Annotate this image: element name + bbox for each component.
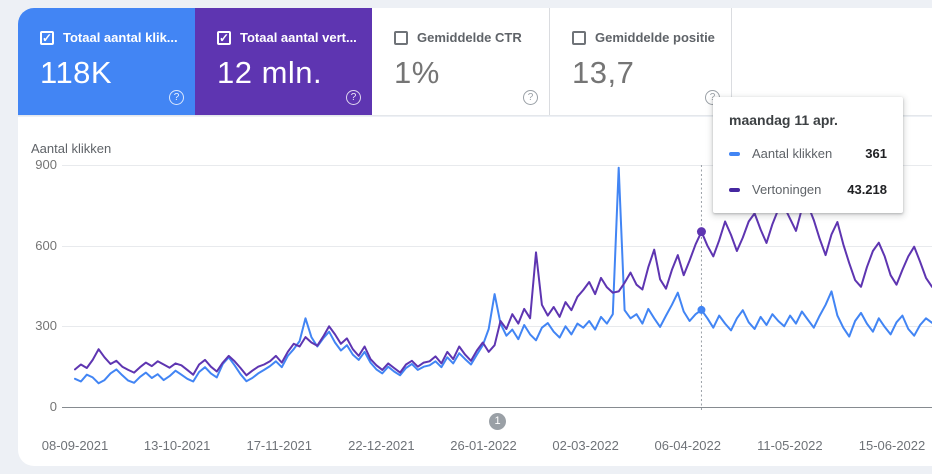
x-axis-label: 08-09-2021 <box>41 438 109 453</box>
help-icon[interactable]: ? <box>523 90 538 105</box>
card-average-position[interactable]: Gemiddelde positie 13,7 ? <box>549 8 732 115</box>
card-total-clicks[interactable]: Totaal aantal klik... 118K ? <box>18 8 195 115</box>
y-axis-label: 0 <box>49 399 57 414</box>
x-axis-label: 15-06-2022 <box>858 438 926 453</box>
gridline-300 <box>62 326 932 328</box>
tooltip-value: 361 <box>865 146 887 161</box>
clicks-legend-dash-icon <box>729 151 740 156</box>
x-axis-label: 26-01-2022 <box>450 438 517 453</box>
x-axis-label: 22-12-2021 <box>348 438 415 453</box>
x-axis-label: 06-04-2022 <box>654 438 722 453</box>
checkbox-total-impressions[interactable] <box>217 30 231 45</box>
gridline-900 <box>62 165 932 166</box>
tooltip-date: maandag 11 apr. <box>729 112 838 128</box>
chart-pagination-badge[interactable]: 1 <box>489 413 506 430</box>
checkbox-total-clicks[interactable] <box>40 30 54 45</box>
card-label: Gemiddelde CTR <box>417 30 522 45</box>
gridline-600 <box>62 245 932 247</box>
checkbox-average-ctr[interactable] <box>394 30 408 45</box>
card-label: Totaal aantal klik... <box>63 30 178 45</box>
impressions-line-series <box>74 203 932 377</box>
card-average-ctr[interactable]: Gemiddelde CTR 1% ? <box>372 8 549 115</box>
tooltip-label: Aantal klikken <box>752 146 833 161</box>
chart-plot-area[interactable] <box>62 157 932 417</box>
tooltip-row-clicks: Aantal klikken 361 <box>729 145 887 162</box>
checkbox-average-position[interactable] <box>572 30 586 45</box>
tooltip-row-impressions: Vertoningen 43.218 <box>729 181 887 198</box>
card-total-impressions[interactable]: Totaal aantal vert... 12 mln. ? <box>195 8 372 115</box>
y-axis-label: 600 <box>35 237 57 253</box>
y-axis-title: Aantal klikken <box>31 141 112 156</box>
card-value: 12 mln. <box>217 55 323 90</box>
clicks-hover-dot <box>697 305 706 314</box>
help-icon[interactable]: ? <box>346 90 361 105</box>
card-value: 118K <box>40 55 113 90</box>
metric-cards-row: Totaal aantal klik... 118K ? Totaal aant… <box>18 8 932 116</box>
card-value: 1% <box>394 55 440 90</box>
impressions-legend-dash-icon <box>729 187 740 192</box>
tooltip-label: Vertoningen <box>752 182 822 197</box>
impressions-hover-dot <box>696 227 706 237</box>
gridline-0 <box>62 407 932 408</box>
y-axis-label: 900 <box>35 157 57 172</box>
tooltip-value: 43.218 <box>847 182 887 197</box>
card-label: Totaal aantal vert... <box>240 30 357 45</box>
x-axis-label: 02-03-2022 <box>552 438 619 453</box>
x-axis-label: 13-10-2021 <box>143 438 211 453</box>
card-value: 13,7 <box>572 55 635 90</box>
y-axis-label: 300 <box>35 318 57 334</box>
chart-tooltip: maandag 11 apr. Aantal klikken 361 Verto… <box>713 97 903 213</box>
x-axis-label: 11-05-2022 <box>757 438 823 453</box>
help-icon[interactable]: ? <box>169 90 184 105</box>
clicks-line-series <box>74 166 932 385</box>
x-axis-label: 17-11-2021 <box>246 438 313 453</box>
card-label: Gemiddelde positie <box>595 30 715 45</box>
